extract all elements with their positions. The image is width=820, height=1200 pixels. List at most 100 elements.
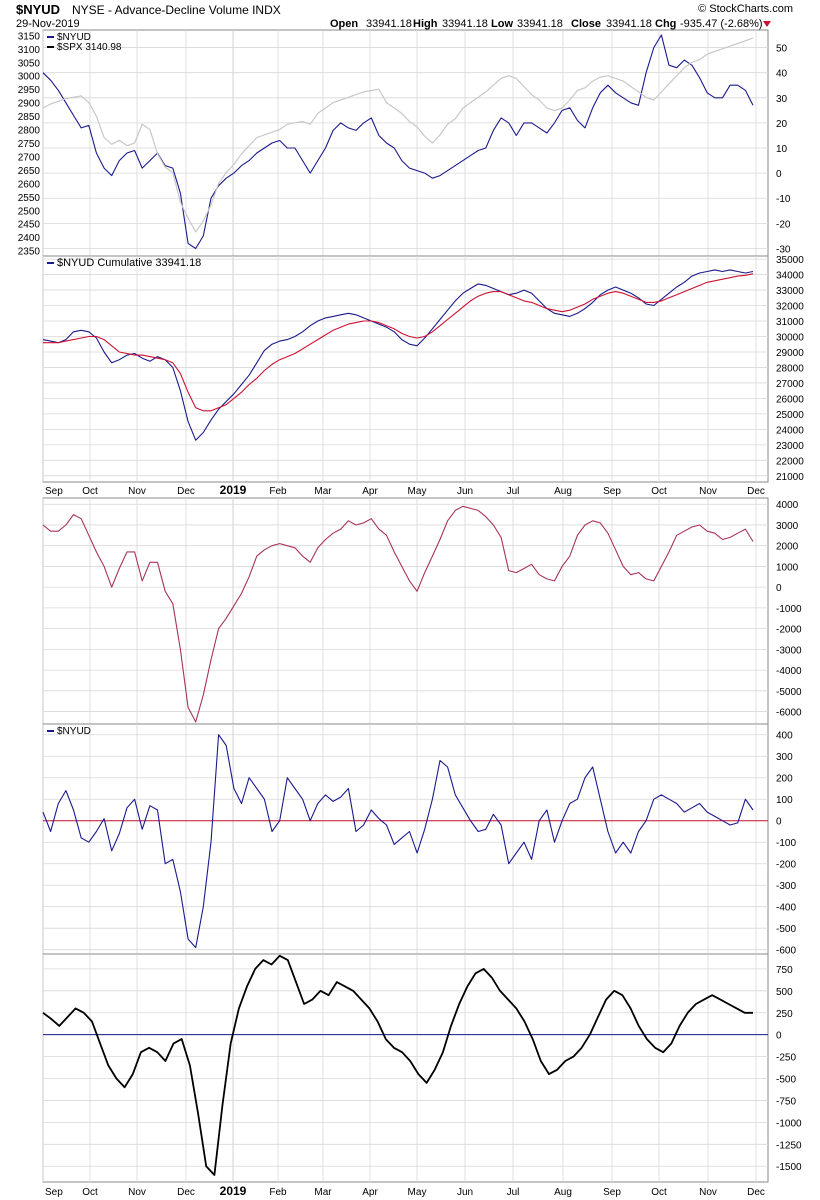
- legend-label: $NYUD: [57, 32, 91, 43]
- y-tick-label: -400: [776, 903, 796, 914]
- y-left-tick-label: 2700: [18, 152, 41, 163]
- low-label: Low: [491, 18, 513, 30]
- y-left-tick-label: 2850: [18, 112, 41, 123]
- x-tick-label: Jun: [457, 1187, 473, 1198]
- y-tick-label: 300: [776, 752, 793, 763]
- y-left-tick-label: 3100: [18, 45, 41, 56]
- x-tick-label: Sep: [603, 486, 621, 497]
- y-tick-label: -1000: [776, 604, 802, 615]
- y-tick-label: 29000: [776, 348, 804, 359]
- series-oscillator: [42, 505, 754, 723]
- x-tick-label: Jun: [457, 486, 473, 497]
- panel-price: -30 -20 -10 0 10 20 30 40 50 2350 2400 2450 2500 2550…: [18, 29, 791, 258]
- y-tick-label: -300: [776, 881, 796, 892]
- y-tick-label: 35000: [776, 255, 804, 266]
- x-tick-label: Sep: [45, 486, 63, 497]
- y-tick-label: 2000: [776, 542, 799, 553]
- y-tick-label: 0: [776, 583, 782, 594]
- y-tick-label: 0: [776, 1031, 782, 1042]
- y-tick-label: 30: [776, 94, 788, 105]
- high-value: 33941.18: [442, 18, 488, 30]
- y-left-tick-label: 2950: [18, 85, 41, 96]
- y-tick-label: 4000: [776, 500, 799, 511]
- y-tick-label: 200: [776, 774, 793, 785]
- y-left-tick-label: 2500: [18, 206, 41, 217]
- y-tick-label: -1500: [776, 1162, 802, 1173]
- x-axis: Sep Oct Nov Dec 2019 Feb Mar Apr May Jun Jul Aug Sep…: [45, 1184, 765, 1198]
- y-tick-label: -4000: [776, 666, 802, 677]
- x-tick-label: 2019: [220, 483, 247, 497]
- x-tick-label: Nov: [128, 486, 146, 497]
- panel-nyud: -600 -500 -400 -300 -200 -100 0 100 200 300 400 $NY…: [42, 723, 796, 957]
- series-oscillator: [42, 954, 753, 1176]
- y-tick-label: 26000: [776, 394, 804, 405]
- y-tick-label: -10: [776, 194, 791, 205]
- y-tick-label: 32000: [776, 302, 804, 313]
- y-tick-label: 25000: [776, 410, 804, 421]
- series--spx-3140-98: [42, 37, 754, 233]
- x-tick-label: Mar: [314, 486, 332, 497]
- y-left-tick-label: 2750: [18, 139, 41, 150]
- y-tick-label: -100: [776, 838, 796, 849]
- x-tick-label: Dec: [177, 1187, 195, 1198]
- y-tick-label: 20: [776, 119, 788, 130]
- x-tick-label: Jul: [507, 486, 520, 497]
- y-tick-label: 3000: [776, 521, 799, 532]
- y-tick-label: 21000: [776, 472, 804, 483]
- y-tick-label: 500: [776, 987, 793, 998]
- x-tick-label: Nov: [699, 486, 717, 497]
- panel-oscillator: -1500 -1250 -1000 -750 -500 -250 0 250 500 750: [42, 953, 802, 1183]
- x-tick-label: Jul: [507, 1187, 520, 1198]
- y-tick-label: 22000: [776, 456, 804, 467]
- x-axis: Sep Oct Nov Dec 2019 Feb Mar Apr May Jun Jul Aug Sep…: [45, 483, 765, 497]
- y-tick-label: -5000: [776, 687, 802, 698]
- panel-cumulative: 21000 22000 23000 24000 25000 26000 27000 28000…: [42, 255, 804, 483]
- y-tick-label: 250: [776, 1009, 793, 1020]
- y-left-tick-label: 3050: [18, 58, 41, 69]
- series-moving-average: [43, 273, 754, 412]
- brand-label: © StockCharts.com: [698, 3, 793, 15]
- y-tick-label: 40: [776, 69, 788, 80]
- x-tick-label: Feb: [269, 486, 287, 497]
- index-name: NYSE - Advance-Decline Volume INDX: [72, 3, 281, 17]
- x-tick-label: Aug: [554, 486, 572, 497]
- x-tick-label: Nov: [699, 1187, 717, 1198]
- y-tick-label: 34000: [776, 271, 804, 282]
- y-left-tick-label: 2650: [18, 166, 41, 177]
- x-tick-label: Sep: [603, 1187, 621, 1198]
- y-tick-label: 30000: [776, 332, 804, 343]
- y-left-tick-label: 3000: [18, 72, 41, 83]
- x-tick-label: Oct: [651, 1187, 667, 1198]
- y-tick-label: -20: [776, 219, 791, 230]
- y-tick-label: 10: [776, 144, 788, 155]
- low-value: 33941.18: [517, 18, 563, 30]
- y-tick-label: -250: [776, 1053, 796, 1064]
- close-value: 33941.18: [606, 18, 652, 30]
- chg-value: -935.47 (-2.68%): [680, 18, 763, 30]
- panel-cumulative-oscillator: -6000 -5000 -4000 -3000 -2000 -1000 0 1000 2000 3…: [42, 497, 802, 725]
- x-tick-label: Aug: [554, 1187, 572, 1198]
- y-tick-label: -2000: [776, 625, 802, 636]
- x-tick-label: Dec: [747, 486, 765, 497]
- close-label: Close: [571, 18, 601, 30]
- y-tick-label: 23000: [776, 441, 804, 452]
- y-tick-label: 0: [776, 817, 782, 828]
- y-tick-label: -6000: [776, 708, 802, 719]
- series--nyud-cumulative-33941-18: [42, 269, 754, 441]
- y-tick-label: 31000: [776, 317, 804, 328]
- high-label: High: [413, 18, 438, 30]
- y-tick-label: -1250: [776, 1140, 802, 1151]
- y-tick-label: 24000: [776, 425, 804, 436]
- open-value: 33941.18: [366, 18, 412, 30]
- legend-label: $SPX 3140.98: [57, 42, 122, 53]
- y-left-tick-label: 2900: [18, 99, 41, 110]
- y-left-tick-label: 2400: [18, 233, 41, 244]
- x-tick-label: May: [408, 1187, 427, 1198]
- y-tick-label: 28000: [776, 363, 804, 374]
- y-tick-label: -750: [776, 1096, 796, 1107]
- y-tick-label: 0: [776, 169, 782, 180]
- y-left-tick-label: 2600: [18, 179, 41, 190]
- x-tick-label: Mar: [314, 1187, 332, 1198]
- y-tick-label: 400: [776, 731, 793, 742]
